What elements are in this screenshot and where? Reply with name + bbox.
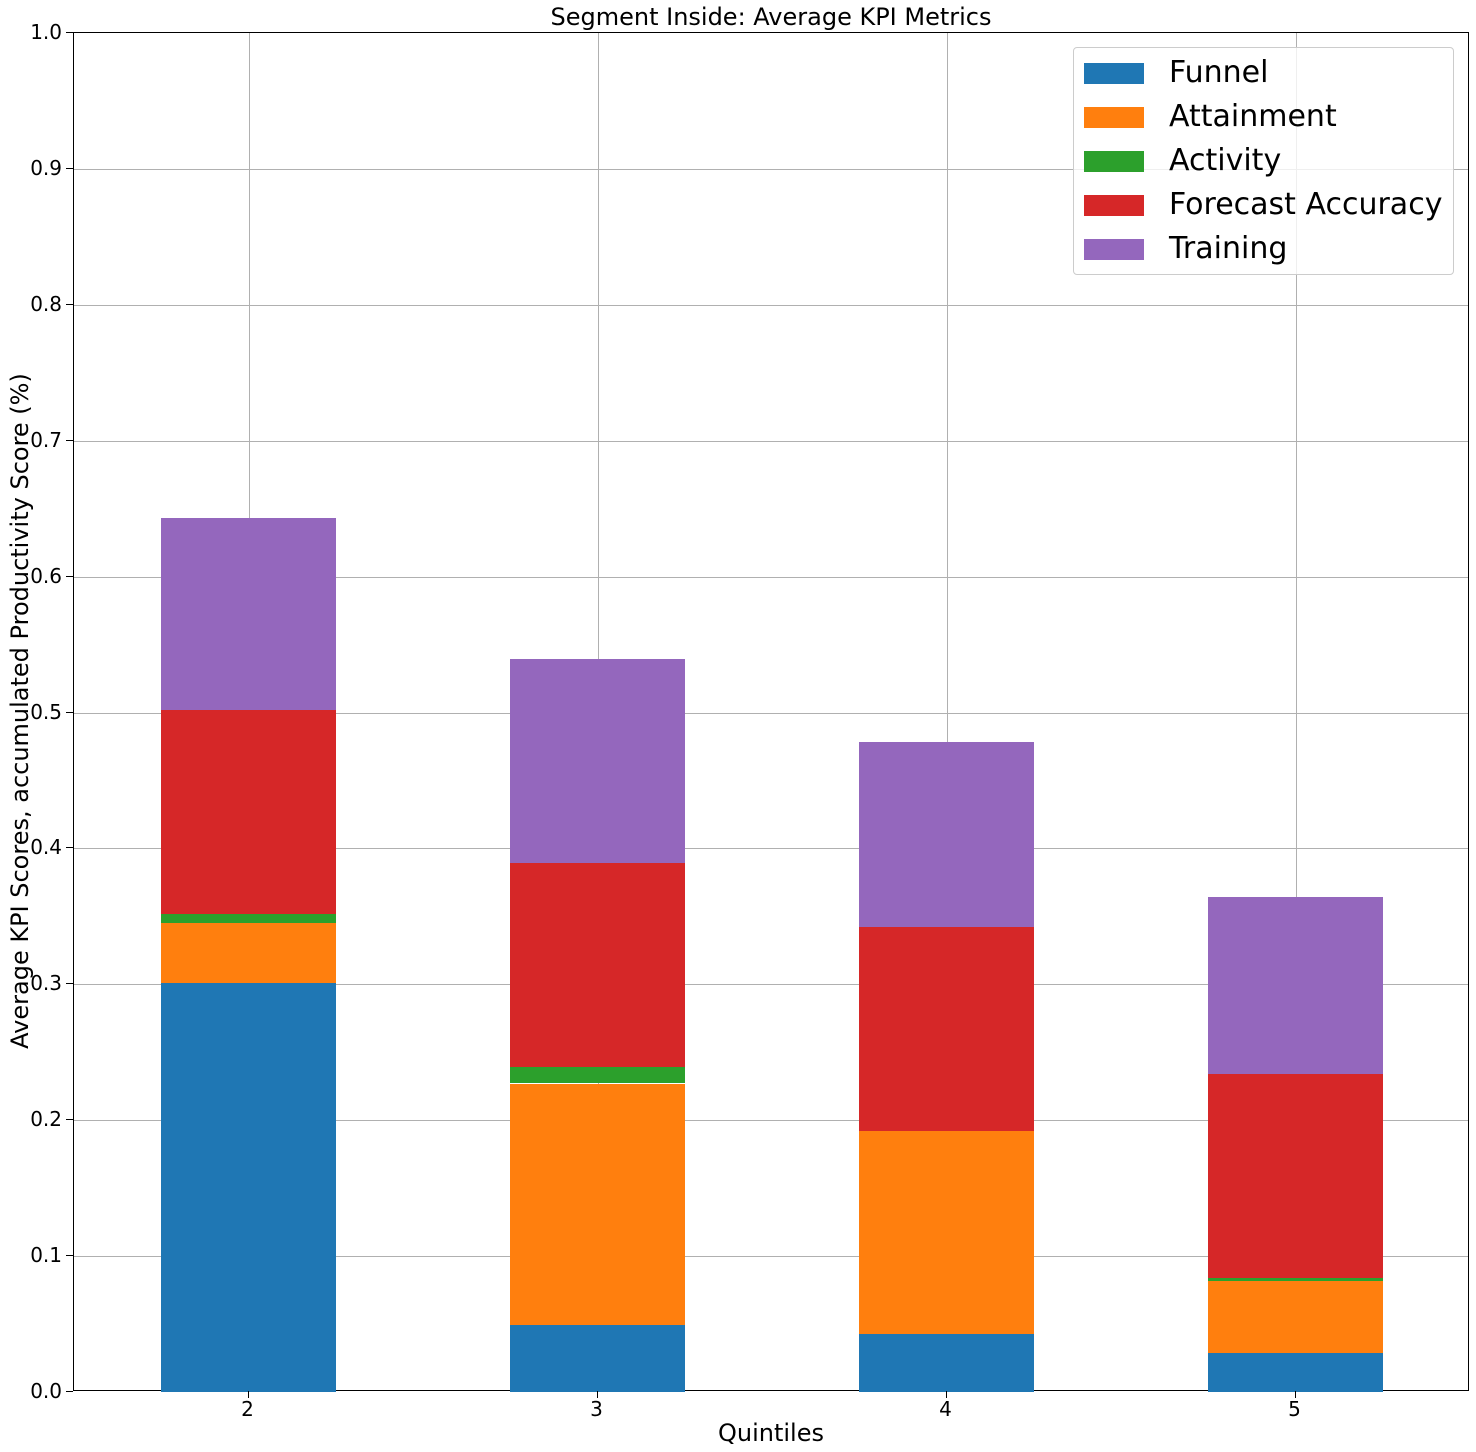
- x-tick-mark: [247, 1391, 249, 1398]
- y-tick-mark: [66, 711, 73, 713]
- bar-segment-attainment: [859, 1131, 1034, 1334]
- legend-swatch: [1084, 106, 1144, 128]
- y-tick-label: 0.8: [30, 291, 62, 316]
- legend-swatch: [1084, 150, 1144, 172]
- y-tick-mark: [66, 575, 73, 577]
- gridline-horizontal: [74, 1256, 1468, 1258]
- gridline-horizontal: [74, 1120, 1468, 1122]
- x-tick-mark: [1294, 1391, 1296, 1398]
- bar-segment-training: [161, 518, 336, 710]
- bar-segment-funnel: [1208, 1352, 1383, 1392]
- stacked-bar-quintile-3: [510, 33, 685, 1392]
- x-tick-label: 2: [241, 1397, 254, 1421]
- y-tick-mark: [66, 1255, 73, 1257]
- y-tick-mark: [66, 167, 73, 169]
- y-tick-label: 1.0: [30, 20, 62, 44]
- bar-segment-training: [510, 659, 685, 864]
- y-tick-label: 0.6: [30, 563, 62, 588]
- legend-label: Forecast Accuracy: [1169, 187, 1443, 222]
- y-tick-mark: [66, 1391, 73, 1392]
- gridline-vertical: [946, 33, 948, 1390]
- bar-segment-forecast-accuracy: [1208, 1073, 1383, 1278]
- gridline-horizontal: [74, 168, 1468, 170]
- legend: Funnel Attainment Activity Forecast Accurac…: [1073, 47, 1454, 275]
- gridline-vertical: [1295, 33, 1297, 1390]
- bar-segment-activity: [1208, 1277, 1383, 1281]
- bar-segment-forecast-accuracy: [510, 863, 685, 1068]
- gridline-horizontal: [74, 848, 1468, 850]
- stacked-bar-quintile-4: [859, 33, 1034, 1392]
- gridline-horizontal: [74, 712, 1468, 714]
- legend-label: Attainment: [1169, 99, 1337, 134]
- y-tick-label: 0.0: [30, 1379, 62, 1403]
- gridline-horizontal: [74, 304, 1468, 306]
- y-tick-mark: [66, 847, 73, 849]
- y-tick-label: 0.5: [30, 699, 62, 724]
- y-tick-label: 0.4: [30, 835, 62, 860]
- bar-segment-funnel: [510, 1325, 685, 1392]
- y-tick-mark: [66, 439, 73, 441]
- legend-item-forecast-accuracy: Forecast Accuracy: [1084, 190, 1442, 220]
- bar-segment-training: [859, 742, 1034, 928]
- gridline-horizontal: [74, 440, 1468, 442]
- bar-segment-attainment: [510, 1083, 685, 1326]
- legend-swatch: [1084, 62, 1144, 84]
- y-tick-mark: [66, 1119, 73, 1121]
- x-tick-label: 5: [1288, 1397, 1301, 1421]
- y-tick-mark: [66, 32, 73, 33]
- y-tick-label: 0.2: [30, 1107, 62, 1132]
- x-tick-label: 3: [590, 1397, 603, 1421]
- bar-segment-forecast-accuracy: [161, 709, 336, 914]
- legend-label: Training: [1169, 231, 1288, 266]
- bar-segment-funnel: [859, 1333, 1034, 1392]
- legend-label: Funnel: [1169, 55, 1269, 90]
- x-axis-label: Quintiles: [718, 1419, 824, 1447]
- x-tick-mark: [596, 1391, 598, 1398]
- bar-segment-funnel: [161, 982, 336, 1392]
- legend-item-attainment: Attainment: [1084, 102, 1337, 132]
- legend-swatch: [1084, 238, 1144, 260]
- y-tick-mark: [66, 983, 73, 985]
- stacked-bar-quintile-2: [161, 33, 336, 1392]
- bar-segment-activity: [510, 1067, 685, 1084]
- y-tick-mark: [66, 303, 73, 305]
- gridline-horizontal: [74, 984, 1468, 986]
- x-tick-mark: [945, 1391, 947, 1398]
- bar-segment-attainment: [161, 923, 336, 983]
- y-tick-label: 0.3: [30, 971, 62, 996]
- plot-area: [73, 32, 1469, 1392]
- legend-item-activity: Activity: [1084, 146, 1281, 176]
- legend-item-training: Training: [1084, 234, 1287, 264]
- legend-item-funnel: Funnel: [1084, 58, 1268, 88]
- gridline-horizontal: [74, 576, 1468, 578]
- bar-segment-attainment: [1208, 1280, 1383, 1353]
- y-tick-label: 0.7: [30, 427, 62, 452]
- x-tick-label: 4: [939, 1397, 952, 1421]
- bar-segment-training: [1208, 897, 1383, 1074]
- y-tick-label: 0.1: [30, 1243, 62, 1268]
- bar-segment-activity: [161, 913, 336, 924]
- bar-segment-forecast-accuracy: [859, 927, 1034, 1132]
- chart-title: Segment Inside: Average KPI Metrics: [550, 3, 992, 31]
- y-tick-label: 0.9: [30, 155, 62, 180]
- legend-swatch: [1084, 194, 1144, 216]
- stacked-bar-quintile-5: [1208, 33, 1383, 1392]
- legend-label: Activity: [1169, 143, 1282, 178]
